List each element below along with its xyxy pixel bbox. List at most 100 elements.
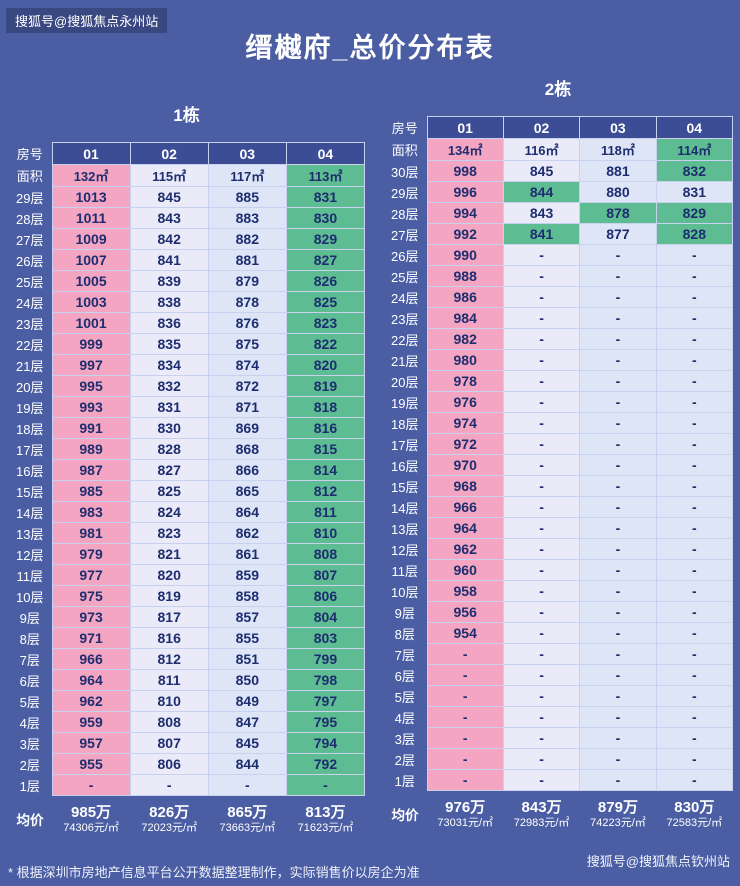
floor-label: 15层 xyxy=(391,479,419,495)
price-cell: 827 xyxy=(285,249,366,271)
floor-label: 5层 xyxy=(394,689,415,705)
price-cell: 960 xyxy=(426,559,504,581)
price-cell: 827 xyxy=(129,459,209,481)
floor-label: 24层 xyxy=(391,290,419,306)
area-cell: 118㎡ xyxy=(579,138,657,161)
price-cell: - xyxy=(502,454,581,476)
price-cell: 862 xyxy=(207,522,287,544)
price-cell: - xyxy=(579,517,657,539)
price-cell: - xyxy=(579,391,657,413)
area-cell: 114㎡ xyxy=(655,138,734,161)
floor-label: 7层 xyxy=(394,647,415,663)
price-cell: 981 xyxy=(51,522,131,544)
price-cell: - xyxy=(502,286,581,308)
building2-section: 2栋 房号 01 02 03 04 面积 134㎡ 116㎡ 118㎡ 114㎡ 30层 998 845… xyxy=(383,78,734,838)
price-cell: 1003 xyxy=(51,291,131,313)
price-cell: 831 xyxy=(655,181,734,203)
price-cell: - xyxy=(579,538,657,560)
price-cell: - xyxy=(426,706,504,728)
price-cell: - xyxy=(502,328,581,350)
avg-row: 均价 985万 74306元/㎡ 826万 72023元/㎡ 865万 73663元/㎡ 81… xyxy=(8,796,365,843)
price-cell: 964 xyxy=(51,669,131,691)
avg-cell: 830万 72583元/㎡ xyxy=(656,791,732,838)
price-cell: 810 xyxy=(129,690,209,712)
watermark-bottom: 搜狐号@搜狐焦点钦州站 xyxy=(586,854,730,869)
price-cell: 823 xyxy=(285,312,366,334)
price-cell: 993 xyxy=(51,396,131,418)
floor-label: 16层 xyxy=(16,463,44,479)
header-row: 房号 01 02 03 04 xyxy=(383,116,734,139)
price-cell: - xyxy=(655,706,734,728)
floor-row: 1层 - - - - xyxy=(383,769,734,791)
avg-cell: 879万 74223元/㎡ xyxy=(580,791,656,838)
floor-label: 29层 xyxy=(391,185,419,201)
price-cell: - xyxy=(579,580,657,602)
room-header-cell: 02 xyxy=(129,142,209,165)
avg-unit: 73663元/㎡ xyxy=(219,822,276,834)
floor-row: 13层 964- - - xyxy=(383,517,734,539)
price-cell: 968 xyxy=(426,475,504,497)
price-cell: 994 xyxy=(426,202,504,224)
price-cell: - xyxy=(502,643,581,665)
floor-row: 16层 970- - - xyxy=(383,454,734,476)
area-cell: 116㎡ xyxy=(502,138,581,161)
price-cell: - xyxy=(502,685,581,707)
floor-row: 18层 991 830 869 816 xyxy=(8,417,366,439)
price-cell: 997 xyxy=(51,354,131,376)
floor-row: 18层 974- - - xyxy=(383,412,734,434)
price-cell: 824 xyxy=(129,501,209,523)
price-cell: - xyxy=(579,643,657,665)
price-cell: 974 xyxy=(426,412,504,434)
area-cell: 132㎡ xyxy=(51,164,131,187)
price-cell: 959 xyxy=(51,711,131,733)
room-header-cell: 01 xyxy=(426,116,504,139)
price-cell: - xyxy=(655,769,734,791)
price-cell: 876 xyxy=(207,312,287,334)
price-cell: 828 xyxy=(129,438,209,460)
floor-row: 13层 981 823 862 810 xyxy=(8,522,366,544)
price-cell: 836 xyxy=(129,312,209,334)
floor-row: 6层 - - - - xyxy=(383,664,734,686)
price-cell: - xyxy=(579,454,657,476)
price-cell: - xyxy=(655,517,734,539)
floor-row: 27层 1009 842 882 829 xyxy=(8,228,366,250)
floor-label: 9层 xyxy=(394,605,415,621)
price-cell: 811 xyxy=(285,501,366,523)
price-cell: - xyxy=(655,433,734,455)
floor-label: 19层 xyxy=(16,400,44,416)
price-cell: 882 xyxy=(207,228,287,250)
floor-label: 20层 xyxy=(16,379,44,395)
area-cell: 115㎡ xyxy=(129,164,209,187)
floor-label: 6层 xyxy=(19,673,40,689)
floor-label: 6层 xyxy=(394,668,415,684)
price-cell: 849 xyxy=(207,690,287,712)
floor-row: 12层 979 821 861 808 xyxy=(8,543,366,565)
price-cell: 851 xyxy=(207,648,287,670)
price-cell: 795 xyxy=(285,711,366,733)
avg-price: 830万 xyxy=(674,799,715,816)
building1-section: 1栋 房号 01 02 03 04 面积 132㎡ 115㎡ 117㎡ 113㎡ 29层 1013 84… xyxy=(8,104,366,843)
price-cell: - xyxy=(426,643,504,665)
floor-row: 11层 960- - - xyxy=(383,559,734,581)
floor-row: 26层 990- - - xyxy=(383,244,734,266)
price-table: 房号 01 02 03 04 面积 132㎡ 115㎡ 117㎡ 113㎡ 29层 1013 845 88… xyxy=(8,142,366,843)
price-cell: 880 xyxy=(579,181,657,203)
price-cell: 817 xyxy=(129,606,209,628)
floor-row: 29层 1013 845 885 831 xyxy=(8,186,366,208)
price-cell: 839 xyxy=(129,270,209,292)
building2-table-container: 房号 01 02 03 04 面积 134㎡ 116㎡ 118㎡ 114㎡ 30层 998 845 881… xyxy=(383,116,734,838)
avg-cell: 843万 72983元/㎡ xyxy=(503,791,579,838)
floor-row: 8层 954- - - xyxy=(383,622,734,644)
price-cell: 858 xyxy=(207,585,287,607)
floor-label: 30层 xyxy=(391,164,419,180)
floor-row: 19层 976- - - xyxy=(383,391,734,413)
price-cell: 869 xyxy=(207,417,287,439)
floor-label: 21层 xyxy=(16,358,44,374)
footnote: * 根据深圳市房地产信息平台公开数据整理制作，实际销售价以房企为准 xyxy=(8,865,420,880)
floor-label: 9层 xyxy=(19,610,40,626)
price-cell: - xyxy=(655,643,734,665)
price-cell: - xyxy=(579,559,657,581)
avg-cell: 865万 73663元/㎡ xyxy=(208,796,286,843)
price-cell: 794 xyxy=(285,732,366,754)
floor-label: 7层 xyxy=(19,652,40,668)
